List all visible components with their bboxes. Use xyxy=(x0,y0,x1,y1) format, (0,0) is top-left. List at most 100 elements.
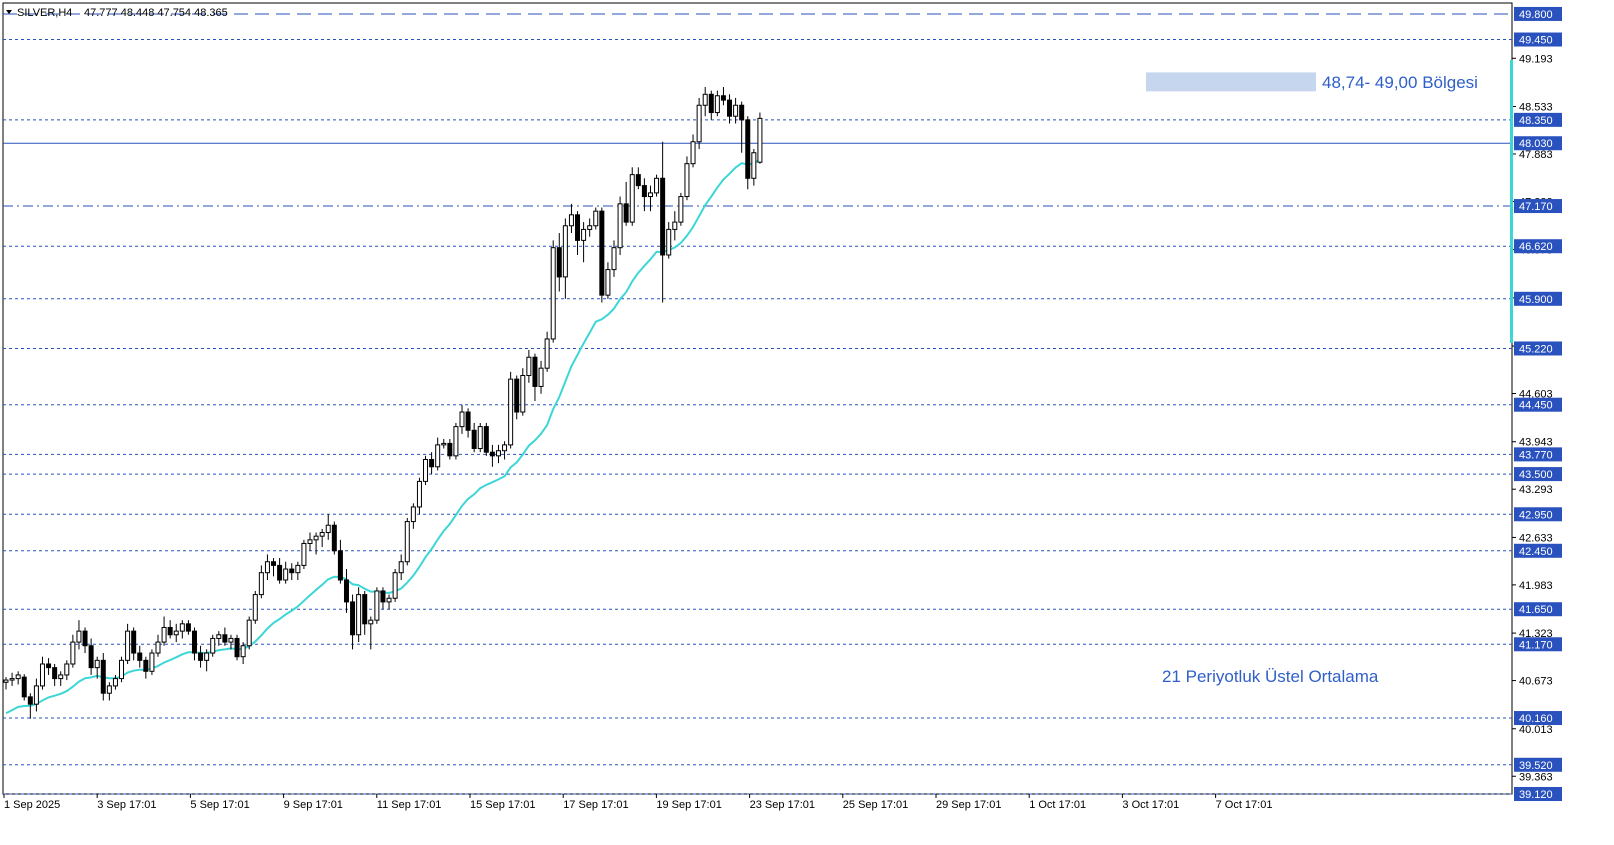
candle-up xyxy=(459,411,465,428)
price-zone-rect xyxy=(1146,72,1316,92)
candle-up xyxy=(550,247,556,340)
candle-up xyxy=(33,685,39,705)
candle-down xyxy=(623,203,629,223)
time-tick-label: 15 Sep 17:01 xyxy=(470,799,535,811)
candle-up xyxy=(587,225,593,230)
candle-down xyxy=(331,524,337,552)
candle-up xyxy=(611,247,617,271)
time-tick-label: 29 Sep 17:01 xyxy=(936,799,1001,811)
candle-up xyxy=(112,678,118,687)
price-tick-label: 42.633 xyxy=(1519,532,1553,544)
candle-up xyxy=(508,378,514,446)
candle-up xyxy=(3,679,9,683)
candle-down xyxy=(708,93,714,114)
candle-up xyxy=(39,663,45,687)
candle-up xyxy=(155,641,161,654)
level-price-label: 40.160 xyxy=(1519,713,1553,725)
level-price-tag xyxy=(1514,757,1562,772)
candle-down xyxy=(641,185,647,198)
ema-label: 21 Periyotluk Üstel Ortalama xyxy=(1162,667,1379,686)
candle-up xyxy=(173,630,179,636)
time-tick-label: 17 Sep 17:01 xyxy=(563,799,628,811)
price-tick-label: 47.883 xyxy=(1519,149,1553,161)
level-price-label: 39.520 xyxy=(1519,760,1553,772)
candle-up xyxy=(246,619,252,647)
price-tick-label: 49.193 xyxy=(1519,53,1553,65)
candle-up xyxy=(672,221,678,230)
candle-down xyxy=(575,214,581,241)
zone-box: 48,74- 49,00 Bölgesi xyxy=(1146,72,1478,92)
candle-down xyxy=(100,659,106,694)
time-axis[interactable]: 1 Sep 2025 3 Sep 17:01 5 Sep 17:01 9 Sep 17… xyxy=(3,794,1273,811)
time-tick-label: 1 Sep 2025 xyxy=(4,799,60,811)
symbol-label: SILVER,H4 xyxy=(17,7,72,19)
level-price-tag xyxy=(1514,447,1562,462)
candle-down xyxy=(514,378,520,413)
candle-up xyxy=(581,228,587,241)
candle-up xyxy=(398,561,404,574)
candle-up xyxy=(453,426,459,457)
candle-up xyxy=(368,619,374,625)
level-price-label: 41.170 xyxy=(1519,639,1553,651)
time-tick-label: 3 Sep 17:01 xyxy=(97,799,156,811)
time-tick-label: 23 Sep 17:01 xyxy=(750,799,815,811)
candle-up xyxy=(240,645,246,658)
candle-up xyxy=(70,641,76,665)
candle-up xyxy=(76,630,82,643)
candle-down xyxy=(720,95,726,101)
level-price-tag xyxy=(1514,467,1562,482)
level-price-label: 41.650 xyxy=(1519,604,1553,616)
candle-down xyxy=(429,458,435,468)
candle-up xyxy=(374,590,380,621)
candle-up xyxy=(228,637,234,643)
price-tick-label: 43.943 xyxy=(1519,437,1553,449)
candle-up xyxy=(568,214,574,227)
candle-down xyxy=(198,652,204,661)
candle-up xyxy=(416,480,422,508)
candle-up xyxy=(179,623,185,632)
candle-up xyxy=(58,674,64,680)
candle-up xyxy=(106,685,112,694)
candle-up xyxy=(538,367,544,387)
dropdown-triangle-icon[interactable] xyxy=(6,10,12,14)
level-price-tag xyxy=(1514,602,1562,617)
candle-up xyxy=(654,177,660,194)
candle-up xyxy=(307,539,313,544)
candle-down xyxy=(745,119,751,179)
candle-up xyxy=(258,572,264,596)
time-tick-label: 25 Sep 17:01 xyxy=(843,799,908,811)
candle-up xyxy=(386,597,392,603)
candle-up xyxy=(356,594,362,636)
candle-up xyxy=(757,117,763,163)
candle-up xyxy=(702,93,708,106)
level-price-label: 45.220 xyxy=(1519,343,1553,355)
candle-up xyxy=(714,95,720,114)
price-tick-label: 44.603 xyxy=(1519,389,1553,401)
level-price-label: 45.900 xyxy=(1519,294,1553,306)
candle-down xyxy=(46,663,52,669)
candle-up xyxy=(690,141,696,165)
price-axis[interactable]: 49.19348.53347.88347.23346.57345.91345.2… xyxy=(1512,6,1562,801)
candle-up xyxy=(313,535,319,541)
level-price-label: 39.120 xyxy=(1519,789,1553,801)
level-price-label: 49.800 xyxy=(1519,9,1553,21)
level-price-label: 44.450 xyxy=(1519,400,1553,412)
level-price-tag xyxy=(1514,239,1562,254)
scroll-marker[interactable] xyxy=(1510,60,1513,343)
level-price-tag xyxy=(1514,543,1562,558)
time-tick-label: 7 Oct 17:01 xyxy=(1216,799,1273,811)
level-price-label: 43.500 xyxy=(1519,469,1553,481)
time-tick-label: 9 Sep 17:01 xyxy=(284,799,343,811)
candle-up xyxy=(210,637,216,654)
candle-up xyxy=(495,450,501,457)
price-tick-label: 40.013 xyxy=(1519,724,1553,736)
candle-down xyxy=(660,177,666,256)
candle-up xyxy=(684,163,690,198)
candle-up xyxy=(617,203,623,249)
candle-up xyxy=(666,228,672,256)
level-price-tag xyxy=(1514,136,1562,151)
candle-down xyxy=(234,637,240,658)
price-tick-label: 48.533 xyxy=(1519,101,1553,113)
candle-up xyxy=(562,225,568,278)
